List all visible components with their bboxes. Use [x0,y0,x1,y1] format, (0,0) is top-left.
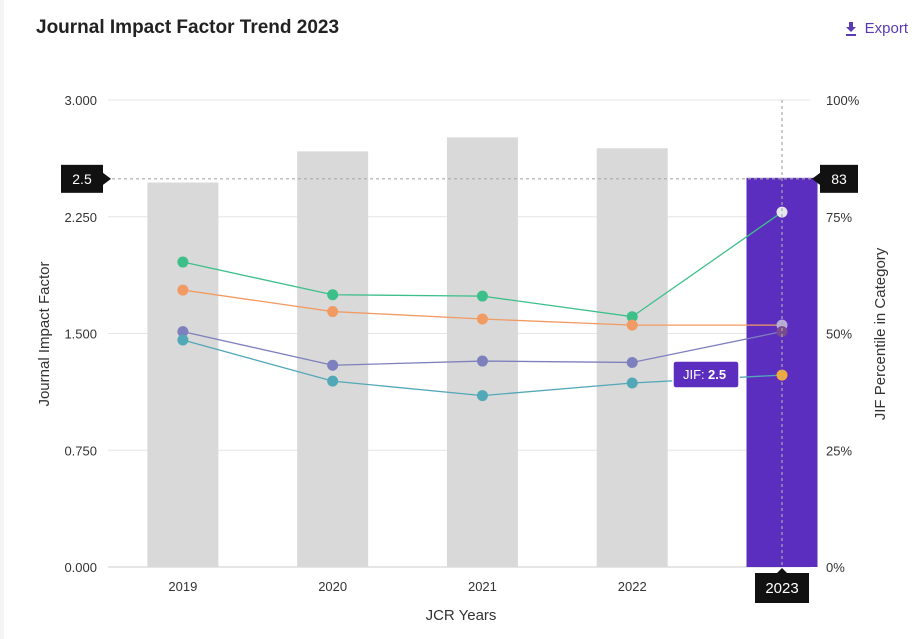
y-tick-label-left: 0.750 [64,443,97,458]
y-tick-label-right: 0% [826,560,845,575]
x-tick-highlight-pointer [776,568,788,574]
tooltip-label: JIF: [683,367,705,382]
series-point [776,326,788,338]
percentile-marker-box [820,164,858,193]
series-point [626,356,638,368]
y-tick-label-right: 75% [826,210,852,225]
x-tick-highlight: 2023 [755,568,809,603]
y-tick-label-right: 50% [826,327,852,342]
y-axis-title-left: Journal Impact Factor [36,261,53,406]
series-point [626,311,638,323]
x-tick-label: 2022 [618,579,647,594]
export-label: Export [864,20,908,37]
series-point [177,284,189,296]
series-lines [177,206,788,402]
series-point [177,326,189,338]
download-icon [845,21,856,36]
series-point [327,359,339,371]
jif-marker-box [61,164,103,193]
chart-title: Journal Impact Factor Trend 2023 [36,17,340,38]
series-point [476,390,488,402]
series-point [327,306,339,318]
x-tick-label: 2019 [168,579,197,594]
series-point [626,319,638,331]
axes: 0.000 0% 0.750 25% 1.500 50% 2.250 75% 3.000 100%… [64,93,860,603]
y-tick-label-right: 100% [826,93,860,108]
y-tick-label-left: 0.000 [64,560,97,575]
bars [147,137,818,568]
series-point [476,355,488,367]
jif-marker-label: 2.5 [72,171,92,187]
x-tick-highlight-box [755,573,809,603]
series-point [177,256,189,268]
series-point [177,334,189,346]
series-point [776,206,788,218]
bar-2020 [297,151,369,567]
y-tick-label-right: 25% [826,443,852,458]
tooltip-value: 2.5 [708,367,726,382]
y-axis-title-right: JIF Percentile in Category [872,247,889,420]
jif-tooltip: JIF: 2.5 [672,360,740,389]
y-tick-label-left: 2.250 [64,210,97,225]
x-tick-label: 2021 [468,579,497,594]
series-point [476,313,488,325]
percentile-marker-pointer [812,172,820,185]
series-point [776,369,788,381]
y-tick-label-left: 1.500 [64,327,97,342]
series-point [327,375,339,387]
series-point [626,377,638,389]
series-point [327,289,339,301]
tooltip-box [672,360,740,389]
bar-2021 [446,137,518,568]
x-axis-title: JCR Years [426,607,497,624]
export-button[interactable]: Export [845,20,908,37]
x-tick-label: 2020 [318,579,347,594]
bar-2019 [147,182,219,567]
y-tick-label-left: 3.000 [64,93,97,108]
x-tick-label: 2023 [765,580,798,597]
series-point [476,290,488,302]
jif-marker-pointer [103,172,111,185]
percentile-marker-label: 83 [831,171,847,187]
